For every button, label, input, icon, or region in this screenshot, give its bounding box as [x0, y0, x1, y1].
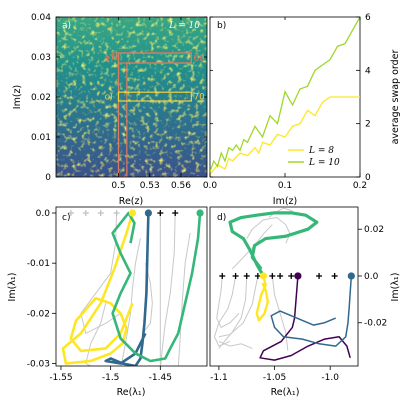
- heatmap-texture: [56, 17, 207, 177]
- panel-d-xtick-label: -1.1: [210, 373, 228, 383]
- series-line-1: [210, 17, 360, 172]
- trajectory-2: [270, 275, 353, 347]
- panel-a-xtick-label: 0.56: [171, 181, 191, 191]
- start-point-0: [259, 272, 268, 280]
- panel-b-ylabel: average swap order: [390, 49, 401, 144]
- start-point-1: [144, 209, 152, 217]
- panel-a-system-size: L = 10: [168, 21, 200, 31]
- panel-a-ytick-label: 0.01: [31, 133, 51, 143]
- panel-c-xtick-label: -1.45: [149, 373, 172, 383]
- panel-b-ytick-label: 0: [365, 173, 371, 183]
- panel-d-ytick-label: -0.02: [364, 319, 387, 329]
- background-trajectory: [177, 232, 191, 366]
- background-trajectory: [216, 275, 240, 329]
- panel-a-ytick-label: 0.04: [31, 13, 51, 23]
- background-trajectory: [80, 213, 121, 335]
- panel-c-xtick-label: -1.55: [49, 373, 72, 383]
- panel-d-eigenvalue-trajectories: -1.1 -1.05 -1.0 0.02 0.0 -0.02 d) Re(λ₁) Im(λ…: [209, 206, 401, 398]
- panel-d-ytick-label: 0.0: [364, 272, 379, 282]
- panel-d-frame: [209, 206, 359, 367]
- panel-b-ytick-label: 6: [365, 13, 371, 23]
- trajectory-2: [111, 211, 202, 363]
- panel-a-label: a): [62, 21, 71, 31]
- background-trajectory: [218, 275, 248, 349]
- panel-b-legend: L = 8 L = 10: [288, 146, 340, 168]
- panel-b-xlabel: Im(z): [273, 196, 297, 207]
- region-outline: [117, 52, 192, 64]
- panel-a-ytick-label: 0: [45, 173, 51, 183]
- panel-c-ytick-label: -0.03: [27, 359, 50, 369]
- panel-b-xtick-label: 0.2: [353, 181, 367, 191]
- panel-c-xtick-label: -1.5: [102, 373, 120, 383]
- panel-c-label: c): [62, 213, 70, 223]
- panel-d-xtick-label: -1.0: [321, 373, 339, 383]
- start-point-1: [294, 272, 302, 280]
- panel-b-xtick-label: 0.0: [203, 181, 218, 191]
- start-point-2: [196, 209, 204, 217]
- region-value: 60: [193, 54, 205, 64]
- panel-a-ylabel: Im(z): [12, 85, 23, 109]
- background-trajectory: [218, 340, 253, 349]
- panel-a-ytick-label: 0.02: [31, 93, 51, 103]
- start-point-2: [347, 272, 355, 280]
- panel-d-label: d): [217, 213, 226, 223]
- trajectory-1: [104, 212, 150, 366]
- panel-c-background: [56, 207, 207, 366]
- background-trajectory: [120, 238, 141, 366]
- region-label: f): [111, 52, 118, 62]
- panel-a-ytick-label: 0.03: [31, 53, 51, 63]
- panel-c-xlabel: Re(λ₁): [117, 387, 146, 398]
- panel-a-xlabel: Re(z): [119, 196, 143, 207]
- legend-label-0: L = 8: [308, 146, 334, 156]
- background-trajectory: [213, 275, 237, 347]
- region-outline: [117, 91, 192, 102]
- background-trajectory: [85, 303, 107, 366]
- panel-a-xtick-label: 0.53: [140, 181, 160, 191]
- panel-c-ytick-label: -0.01: [27, 259, 50, 269]
- panel-b-ytick-label: 2: [365, 120, 371, 130]
- panel-c-ytick-label: 0.0: [36, 209, 51, 219]
- background-trajectory: [160, 213, 176, 366]
- region-label: c): [104, 93, 112, 103]
- panel-d-xlabel: Re(λ₁): [271, 387, 300, 398]
- trajectory-0: [61, 212, 134, 365]
- panel-d-ytick-label: 0.02: [364, 225, 384, 235]
- background-trajectory: [218, 275, 259, 338]
- panel-c-eigenvalue-trajectories: -1.55 -1.5 -1.45 0.0 -0.01 -0.02 -0.03 c) Re(λ…: [7, 206, 208, 398]
- panel-c-frame: [55, 206, 208, 367]
- panel-b-xtick-label: 0.1: [278, 181, 292, 191]
- trajectory-1: [259, 275, 351, 361]
- region-label: e): [104, 54, 113, 64]
- trajectory-3: [228, 211, 319, 277]
- trajectory-0: [255, 275, 270, 322]
- start-point-0: [128, 209, 137, 217]
- panel-c-ytick-label: -0.02: [27, 309, 50, 319]
- panel-b-label: b): [217, 21, 226, 31]
- panel-d-ylabel: Im(λ₁): [390, 273, 401, 302]
- background-trajectory: [271, 275, 289, 351]
- region-value: 70: [193, 93, 205, 103]
- panel-c-ylabel: Im(λ₁): [7, 273, 18, 302]
- background-trajectory: [142, 263, 153, 334]
- legend-label-1: L = 10: [308, 158, 340, 168]
- panel-b-swap-order: 0.0 0.1 0.20 2 4 6 b) L = 8 L = 10 Im(z) avera…: [203, 13, 401, 207]
- panel-d-xtick-label: -1.05: [263, 373, 286, 383]
- panel-b-ytick-label: 4: [365, 66, 371, 76]
- panel-a-xtick-label: 0.5: [111, 181, 125, 191]
- series-line-0: [210, 96, 360, 175]
